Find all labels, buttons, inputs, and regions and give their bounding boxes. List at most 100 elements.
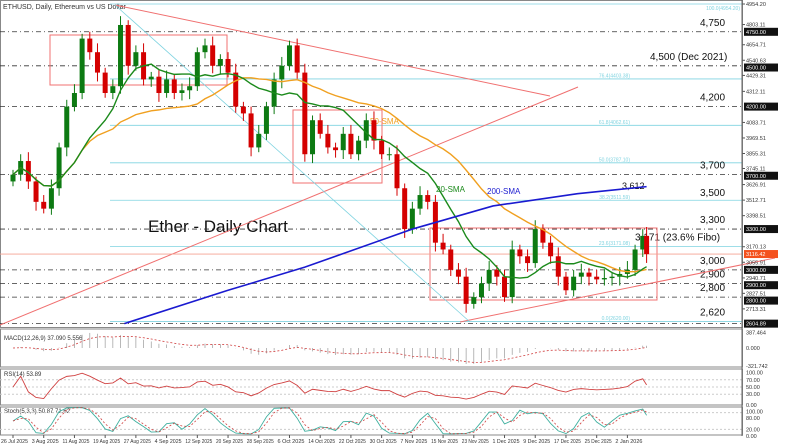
y-tick-label: 3626.91 — [746, 183, 766, 189]
y-tick-label: 3055.91 — [746, 260, 766, 266]
macd-tick-label: -321.742 — [746, 364, 768, 370]
candle-body — [594, 276, 600, 280]
candle-body — [494, 269, 500, 277]
level-axis-label: 4750.00 — [746, 30, 766, 36]
candle-body — [402, 188, 408, 230]
level-axis-label: 2800.00 — [746, 299, 766, 305]
rsi-label: RSI(14) 53.89 — [4, 372, 42, 378]
sma20-label: 20-SMA — [436, 185, 466, 194]
level-axis-label: 3700.00 — [746, 174, 766, 180]
y-tick-label: 3398.51 — [746, 214, 766, 220]
candle-body — [555, 256, 561, 277]
candle-body — [548, 242, 554, 257]
macd-pane — [0, 328, 743, 368]
candle-body — [525, 256, 531, 264]
level-axis-label: 4200.00 — [746, 105, 766, 111]
level-axis-label: 2604.89 — [746, 322, 766, 328]
candle-body — [294, 45, 300, 73]
fibo-label: 38.2(3511.59) — [599, 195, 630, 201]
fibo-label: 23.6(3171.08) — [599, 241, 630, 247]
stoch-k-line — [12, 407, 647, 435]
candle-body — [118, 24, 124, 87]
trendline — [459, 257, 776, 323]
candle-body — [644, 235, 650, 255]
candle-body — [540, 229, 546, 243]
level-axis-box — [744, 265, 778, 274]
stoch-tick-label: 20.00 — [746, 427, 760, 433]
current-price-label: 3116.42 — [746, 252, 765, 258]
candle-body — [386, 154, 392, 156]
sma50-line — [12, 77, 647, 273]
y-tick-label: 2940.71 — [746, 276, 766, 282]
candle-body — [286, 45, 292, 66]
candle-body — [79, 38, 85, 94]
candle-body — [187, 86, 193, 91]
level-label: 2,800 — [700, 283, 725, 294]
y-tick-label: 2713.31 — [746, 307, 766, 313]
candle-body — [363, 120, 369, 141]
x-tick-label: 9 Dec 2025 — [523, 439, 550, 445]
candle-body — [194, 52, 200, 87]
current-price-box — [744, 250, 778, 259]
candle-body — [225, 58, 231, 73]
fibo-label: 50.0(3787.10) — [599, 157, 630, 163]
y-tick-label: 4429.31 — [746, 73, 766, 79]
candle-body — [202, 45, 208, 53]
y-tick-label: 4954.20 — [746, 2, 766, 8]
stoch-tick-label: 0.00 — [746, 434, 757, 440]
candle-body — [25, 161, 31, 182]
level-axis-label: 3000.00 — [746, 268, 766, 274]
stoch-tick-label: 80.00 — [746, 416, 760, 422]
candle-body — [133, 52, 139, 66]
candle-body — [632, 249, 638, 270]
candle-body — [409, 208, 415, 230]
rsi-tick-label: 70.00 — [746, 378, 760, 384]
candle-body — [94, 52, 100, 73]
candle-body — [502, 276, 508, 298]
y-tick-label: 4540.63 — [746, 58, 766, 64]
macd-label: MACD(12,26,9) 37.090 5.556 — [4, 336, 83, 342]
candle-body — [478, 283, 484, 298]
candle-body — [317, 120, 323, 134]
x-tick-label: 11 Aug 2025 — [62, 439, 89, 445]
trendline — [114, 4, 551, 97]
y-tick-label: 4654.71 — [746, 43, 766, 49]
fibo-label: 76.4(4403.38) — [599, 73, 630, 79]
candle-body — [156, 76, 162, 94]
sma50-label: 50-SMA — [370, 117, 400, 126]
price-label: 2,620 — [700, 308, 725, 319]
candle-body — [310, 120, 316, 155]
candle-body — [10, 174, 16, 182]
candle-body — [240, 106, 246, 114]
y-tick-label: 4083.71 — [746, 120, 766, 126]
candle-body — [71, 93, 77, 107]
candle-body — [233, 72, 239, 107]
candle-body — [571, 276, 577, 291]
y-tick-label: 4803.11 — [746, 23, 765, 29]
candle-body — [417, 195, 423, 209]
candle-body — [248, 113, 254, 148]
candle-body — [110, 86, 116, 94]
level-axis-box — [744, 319, 778, 328]
level-label: 3,700 — [700, 161, 725, 172]
x-tick-label: 19 Aug 2025 — [93, 439, 120, 445]
candle-body — [578, 272, 584, 277]
candle-body — [302, 72, 308, 155]
rsi-line — [12, 372, 647, 400]
candle-body — [640, 235, 646, 250]
candle-body — [609, 276, 615, 279]
sma20-line — [12, 63, 647, 279]
sma200-value-label: 3,612 — [622, 181, 645, 191]
candle-body — [371, 120, 377, 141]
candle-body — [87, 38, 93, 53]
level-label: 4,750 — [700, 18, 725, 29]
level-label: 2,900 — [700, 269, 725, 280]
candle-body — [486, 269, 492, 284]
x-tick-label: 1 Dec 2025 — [493, 439, 520, 445]
fibo-trendline — [114, 4, 471, 323]
candle-body — [601, 278, 607, 280]
x-tick-label: 4 Sep 2025 — [155, 439, 182, 445]
candle-body — [448, 249, 454, 270]
y-tick-label: 4312.11 — [746, 89, 765, 95]
x-tick-label: 26 Jul 2025 — [1, 439, 28, 445]
